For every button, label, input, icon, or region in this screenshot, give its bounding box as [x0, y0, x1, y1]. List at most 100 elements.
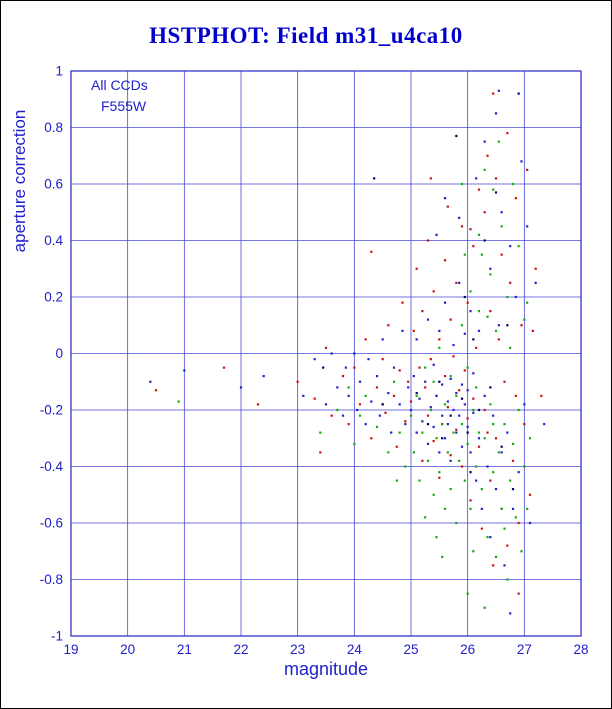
data-point [381, 403, 384, 406]
data-point [341, 375, 345, 378]
data-point [483, 140, 486, 143]
data-point [489, 267, 492, 270]
data-point [438, 338, 441, 341]
data-point [426, 459, 430, 462]
data-point [353, 442, 356, 445]
data-point [435, 233, 438, 236]
data-point [497, 89, 500, 92]
data-point [489, 386, 492, 389]
data-point [469, 310, 472, 313]
data-point [392, 366, 396, 369]
data-point [449, 318, 452, 321]
data-point [526, 168, 529, 171]
data-point [409, 400, 413, 403]
data-point [460, 182, 464, 186]
data-point [409, 414, 413, 417]
data-point [492, 564, 495, 567]
data-point [387, 451, 390, 454]
data-point [509, 479, 512, 482]
data-point [489, 479, 492, 482]
data-point [500, 225, 503, 228]
data-point [460, 324, 464, 327]
data-point [486, 465, 489, 468]
data-point [543, 423, 546, 426]
x-tick-label: 19 [63, 642, 78, 657]
data-point [517, 521, 520, 525]
data-point [435, 536, 438, 539]
data-point [509, 612, 512, 615]
data-point [475, 479, 478, 482]
data-point [438, 476, 441, 479]
data-point [497, 324, 500, 327]
data-point [432, 363, 435, 366]
data-point [500, 211, 503, 214]
data-point [466, 425, 469, 429]
data-point [517, 408, 520, 412]
data-point [443, 301, 447, 304]
data-point [534, 281, 537, 284]
data-point [375, 386, 379, 389]
data-point [415, 394, 418, 397]
annotation-filter-f555w: F555W [101, 98, 147, 114]
data-point [398, 369, 401, 372]
y-tick-label: -1 [51, 629, 63, 644]
data-point [392, 380, 396, 383]
data-point [421, 420, 424, 423]
data-point [469, 451, 472, 454]
data-point [347, 423, 350, 426]
x-tick-label: 24 [347, 642, 363, 657]
data-point [497, 140, 500, 143]
data-point [483, 408, 486, 412]
data-point [154, 389, 158, 392]
data-point [494, 437, 498, 440]
data-point [500, 451, 503, 454]
data-point [497, 338, 500, 341]
data-point [472, 411, 475, 414]
data-point [486, 315, 489, 318]
data-point [463, 332, 466, 335]
data-point [477, 445, 481, 448]
data-point [531, 329, 534, 332]
data-point [503, 527, 506, 530]
data-point [426, 442, 430, 445]
data-point [466, 592, 469, 595]
data-point [506, 431, 509, 434]
data-point [378, 414, 381, 417]
data-point [426, 239, 430, 242]
x-tick-label: 20 [120, 642, 135, 657]
data-point [432, 439, 435, 443]
data-point [463, 403, 466, 406]
data-point [418, 479, 421, 482]
data-point [344, 366, 347, 369]
series-dark-points [322, 92, 520, 491]
data-point [441, 437, 444, 440]
data-point [364, 394, 367, 397]
annotation-all-ccds: All CCDs [91, 77, 148, 93]
data-point [435, 394, 438, 397]
data-point [336, 408, 339, 412]
data-point [489, 403, 492, 406]
data-point [358, 414, 362, 417]
data-point [517, 471, 520, 474]
y-tick-label: 1 [55, 64, 63, 79]
data-point [472, 245, 475, 248]
data-point [511, 182, 515, 186]
data-point [517, 245, 520, 248]
data-point [477, 188, 481, 191]
data-point [401, 329, 404, 332]
data-point [497, 451, 500, 454]
data-point [446, 400, 449, 403]
data-point [324, 346, 328, 349]
data-point [492, 92, 495, 95]
data-point [466, 442, 469, 445]
data-point [424, 366, 427, 369]
data-point [455, 391, 458, 395]
data-point [477, 437, 481, 440]
data-point [424, 516, 427, 519]
data-point [418, 397, 421, 400]
data-point [424, 386, 427, 389]
x-tick-label: 22 [233, 642, 248, 657]
data-point [404, 423, 407, 426]
data-point [398, 403, 401, 406]
data-point [506, 324, 509, 327]
